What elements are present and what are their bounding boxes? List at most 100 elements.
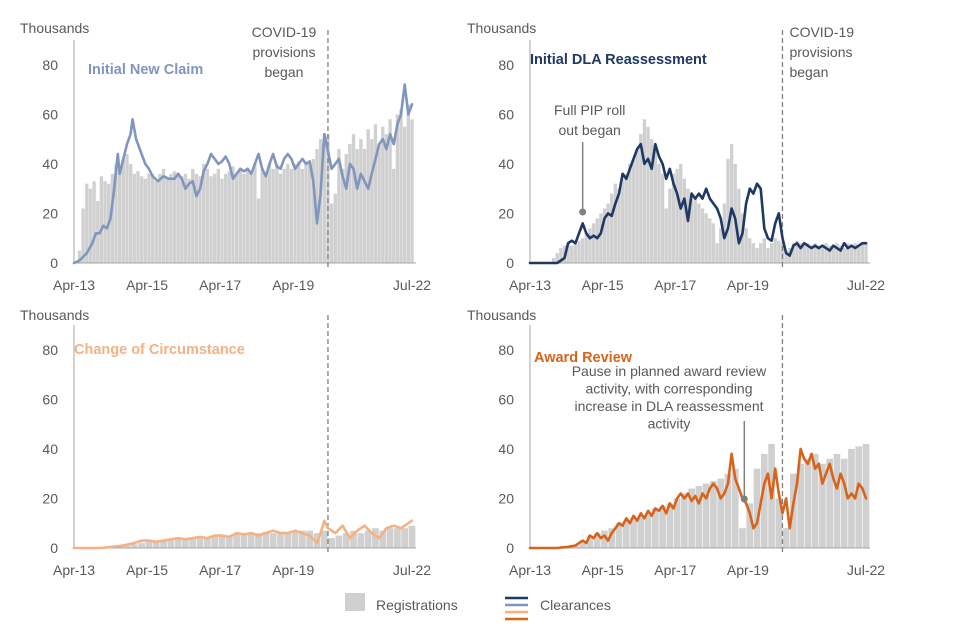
registration-bar — [262, 531, 270, 548]
clearances-line — [72, 519, 414, 550]
registration-bar — [256, 198, 261, 263]
registration-bar — [289, 168, 294, 263]
x-tick-label: Apr-13 — [509, 562, 551, 578]
registration-bar — [138, 543, 145, 548]
registration-bar — [809, 245, 814, 263]
registration-bar — [213, 173, 217, 263]
registration-bar — [205, 168, 210, 263]
panel-initial-new-claim: Thousands 0 20 40 60 80 Apr-13 Apr-15 Apr-17 Apr-… — [20, 20, 431, 293]
registration-bar — [782, 528, 790, 548]
registration-bar — [110, 173, 115, 263]
registration-bar — [394, 528, 401, 548]
registration-bar — [729, 144, 734, 263]
registration-bar — [806, 243, 810, 263]
registration-bar — [260, 168, 264, 263]
annotation-text: activity — [648, 416, 691, 432]
registration-bar — [831, 248, 835, 263]
registration-bar — [566, 243, 570, 263]
registration-bar — [758, 243, 763, 263]
registration-bar — [388, 119, 392, 264]
registration-bar — [860, 243, 865, 263]
registration-bar — [328, 538, 335, 548]
y-tick-label: 80 — [498, 57, 514, 73]
registration-bar — [593, 533, 601, 548]
registration-bar — [293, 163, 297, 263]
registration-bar — [697, 203, 701, 263]
registration-bar — [762, 238, 766, 263]
y-axis-unit-label: Thousands — [20, 20, 89, 36]
registration-bar — [150, 173, 155, 263]
legend-registrations-label: Registrations — [376, 597, 458, 613]
registration-bar — [377, 144, 381, 263]
registration-bar — [679, 163, 683, 263]
registration-bar — [225, 535, 233, 548]
x-tick-label: Apr-15 — [582, 277, 624, 293]
registration-bar — [191, 168, 195, 263]
registration-bar — [613, 183, 618, 263]
panel-title: Initial DLA Reassessment — [530, 52, 707, 68]
registration-bar — [311, 158, 316, 263]
registration-bar — [209, 176, 213, 263]
registration-bar — [282, 168, 286, 263]
registration-bar — [315, 149, 319, 263]
registration-bar — [551, 258, 556, 263]
y-tick-label: 40 — [42, 441, 58, 457]
registration-bar — [824, 243, 828, 263]
registration-bar — [769, 243, 774, 263]
registration-bar — [233, 534, 240, 548]
covid-annotation-text: began — [264, 64, 303, 80]
registration-bar — [746, 503, 754, 548]
registration-bar — [644, 513, 652, 548]
registration-bar — [189, 538, 197, 548]
registration-bar — [817, 245, 821, 263]
registration-bar — [777, 240, 781, 263]
registration-bar — [791, 243, 796, 263]
registration-bar — [88, 188, 93, 263]
annotation-text: out began — [559, 122, 621, 138]
annotation-text: activity, with corresponding — [585, 381, 752, 397]
x-tick-label: Apr-13 — [53, 562, 95, 578]
registration-bar — [379, 530, 387, 548]
registration-bar — [599, 213, 603, 263]
registration-bar — [359, 139, 363, 263]
registration-bar — [848, 448, 855, 548]
registration-bar — [606, 203, 610, 263]
registration-bar — [726, 158, 730, 263]
registration-bar — [660, 173, 665, 263]
registration-bar — [320, 530, 328, 548]
legend: Registrations Clearances — [345, 593, 611, 621]
registration-bar — [668, 188, 672, 263]
registration-bar — [773, 238, 777, 263]
registrations-bars — [77, 104, 414, 264]
registration-bar — [357, 533, 365, 548]
registration-bar — [610, 193, 614, 263]
registration-bar — [267, 163, 272, 263]
registration-bar — [395, 114, 400, 263]
registration-bar — [835, 243, 839, 263]
registration-bar — [733, 163, 737, 263]
registration-bar — [842, 248, 846, 263]
y-axis-unit-label: Thousands — [20, 307, 89, 323]
registration-bar — [715, 243, 719, 263]
covid-annotation-text: provisions — [789, 44, 852, 60]
y-tick-label: 0 — [506, 255, 514, 271]
registration-bar — [802, 245, 806, 263]
x-tick-label: Apr-15 — [126, 277, 168, 293]
registration-bar — [152, 540, 160, 548]
registration-bar — [864, 243, 868, 263]
registration-bar — [211, 535, 219, 548]
panel-title: Initial New Claim — [88, 62, 203, 78]
registration-bar — [624, 173, 628, 263]
x-tick-label: Apr-17 — [654, 562, 696, 578]
registration-bar — [240, 533, 248, 548]
y-tick-label: 60 — [42, 391, 58, 407]
registration-bar — [253, 163, 257, 263]
registration-bar — [710, 481, 717, 548]
annotation-dot — [740, 495, 748, 503]
registration-bar — [255, 533, 262, 548]
registration-bar — [724, 473, 732, 548]
registration-bar — [92, 181, 96, 263]
registration-bar — [362, 149, 367, 263]
panel-award-review: Thousands 0 20 40 60 80 Apr-13 Apr-15 Apr-17 Apr-… — [467, 307, 885, 578]
x-tick-label: Jul-22 — [847, 277, 885, 293]
